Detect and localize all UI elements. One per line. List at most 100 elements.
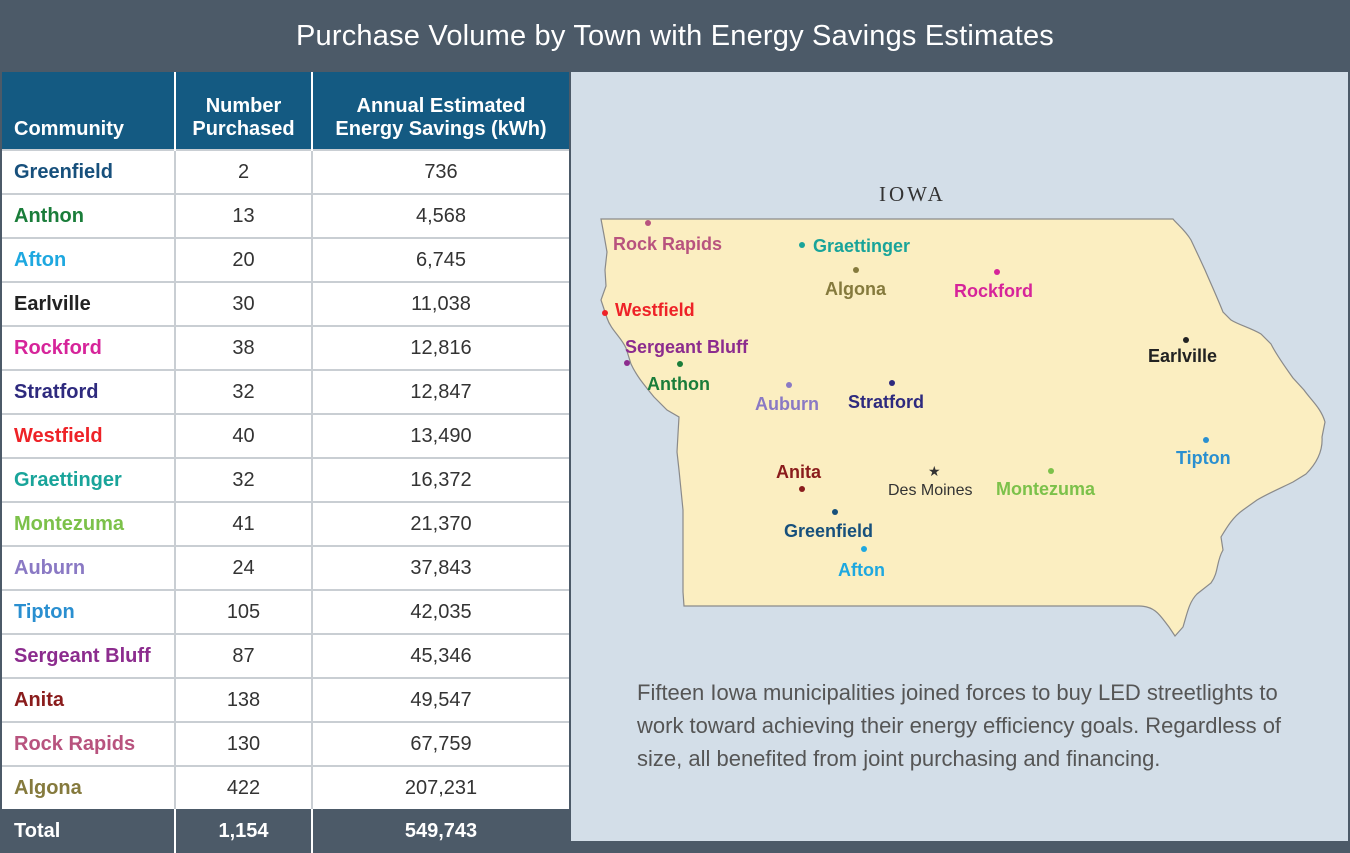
number-purchased-cell: 32 — [175, 457, 313, 502]
header-community: Community — [2, 72, 176, 150]
chart-title: Purchase Volume by Town with Energy Savi… — [0, 0, 1350, 72]
city-marker-icon — [1183, 337, 1189, 343]
table-row: Montezuma 41 21,370 — [2, 501, 569, 546]
state-label: IOWA — [879, 182, 946, 206]
energy-savings-cell: 207,231 — [312, 765, 569, 809]
city-label: Anthon — [647, 374, 710, 394]
total-savings: 549,743 — [312, 809, 569, 853]
iowa-map-panel: IOWA Greenfield Anthon Afton Earlville Rockf… — [571, 72, 1348, 841]
energy-savings-cell: 67,759 — [312, 721, 569, 766]
community-cell: Montezuma — [2, 501, 176, 546]
number-purchased-cell: 20 — [175, 237, 313, 282]
city-label: Stratford — [848, 392, 924, 412]
number-purchased-cell: 41 — [175, 501, 313, 546]
capital-star-icon: ★ — [928, 463, 941, 479]
number-purchased-cell: 24 — [175, 545, 313, 590]
city-label: Montezuma — [996, 479, 1095, 499]
table-row: Westfield 40 13,490 — [2, 413, 569, 458]
city-marker-icon — [786, 382, 792, 388]
city-label: Rock Rapids — [613, 234, 723, 254]
capital-label: Des Moines — [888, 482, 973, 499]
purchase-table: Community Number Purchased Annual Estima… — [2, 72, 569, 853]
city-label: Rockford — [954, 281, 1034, 301]
table-row: Auburn 24 37,843 — [2, 545, 569, 590]
city-marker-icon — [853, 267, 859, 273]
city-label: Tipton — [1176, 448, 1231, 468]
city-marker-icon — [994, 269, 1000, 275]
energy-savings-cell: 42,035 — [312, 589, 569, 634]
number-purchased-cell: 138 — [175, 677, 313, 722]
number-purchased-cell: 13 — [175, 193, 313, 238]
table-row: Tipton 105 42,035 — [2, 589, 569, 634]
city-marker-icon — [624, 360, 630, 366]
table-row: Stratford 32 12,847 — [2, 369, 569, 414]
table-row: Algona 422 207,231 — [2, 765, 569, 809]
table-body: Greenfield 2 736 Anthon 13 4,568 Afton 20 6,745 E… — [2, 149, 569, 809]
number-purchased-cell: 38 — [175, 325, 313, 370]
total-label: Total — [2, 809, 176, 853]
number-purchased-cell: 2 — [175, 149, 313, 194]
table-row: Sergeant Bluff 87 45,346 — [2, 633, 569, 678]
table-total-row: Total 1,154 549,743 — [2, 809, 569, 853]
energy-savings-cell: 49,547 — [312, 677, 569, 722]
number-purchased-cell: 422 — [175, 765, 313, 809]
community-cell: Anita — [2, 677, 176, 722]
map-caption: Fifteen Iowa municipalities joined force… — [637, 680, 1282, 771]
city-marker-icon — [861, 546, 867, 552]
header-number-line2: Purchased — [192, 118, 295, 140]
energy-savings-cell: 736 — [312, 149, 569, 194]
community-cell: Sergeant Bluff — [2, 633, 176, 678]
city-marker-icon — [799, 486, 805, 492]
community-cell: Greenfield — [2, 149, 176, 194]
city-label: Sergeant Bluff — [625, 337, 749, 357]
community-cell: Earlville — [2, 281, 176, 326]
community-cell: Rockford — [2, 325, 176, 370]
community-cell: Anthon — [2, 193, 176, 238]
energy-savings-cell: 11,038 — [312, 281, 569, 326]
city-label: Graettinger — [813, 236, 911, 256]
table-row: Rockford 38 12,816 — [2, 325, 569, 370]
energy-savings-cell: 16,372 — [312, 457, 569, 502]
iowa-map — [600, 218, 1326, 637]
table-row: Earlville 30 11,038 — [2, 281, 569, 326]
city-marker-icon — [677, 361, 683, 367]
header-number-line1: Number — [205, 95, 282, 117]
energy-savings-cell: 12,816 — [312, 325, 569, 370]
purchase-table-container: Community Number Purchased Annual Estima… — [2, 72, 569, 853]
energy-savings-cell: 6,745 — [312, 237, 569, 282]
city-label: Anita — [776, 462, 821, 482]
city-marker-icon — [602, 310, 608, 316]
community-cell: Afton — [2, 237, 176, 282]
community-cell: Stratford — [2, 369, 176, 414]
header-number-purchased: Number Purchased — [175, 72, 313, 150]
number-purchased-cell: 40 — [175, 413, 313, 458]
header-energy-savings: Annual Estimated Energy Savings (kWh) — [312, 72, 569, 150]
energy-savings-cell: 21,370 — [312, 501, 569, 546]
city-label: Greenfield — [784, 521, 874, 541]
city-label: Afton — [838, 560, 885, 580]
header-savings-line1: Annual Estimated — [356, 95, 526, 117]
city-label: Earlville — [1148, 346, 1218, 366]
city-marker-icon — [645, 220, 651, 226]
city-label: Algona — [825, 279, 886, 299]
table-row: Rock Rapids 130 67,759 — [2, 721, 569, 766]
community-cell: Tipton — [2, 589, 176, 634]
city-marker-icon — [1203, 437, 1209, 443]
city-label: Westfield — [615, 300, 695, 320]
community-cell: Westfield — [2, 413, 176, 458]
number-purchased-cell: 32 — [175, 369, 313, 414]
number-purchased-cell: 87 — [175, 633, 313, 678]
iowa-state-shape — [600, 218, 1326, 637]
table-row: Graettinger 32 16,372 — [2, 457, 569, 502]
community-cell: Auburn — [2, 545, 176, 590]
energy-savings-cell: 13,490 — [312, 413, 569, 458]
header-savings-line2: Energy Savings (kWh) — [335, 118, 547, 140]
energy-savings-cell: 37,843 — [312, 545, 569, 590]
total-number: 1,154 — [175, 809, 313, 853]
number-purchased-cell: 30 — [175, 281, 313, 326]
table-row: Anthon 13 4,568 — [2, 193, 569, 238]
number-purchased-cell: 105 — [175, 589, 313, 634]
energy-savings-cell: 45,346 — [312, 633, 569, 678]
city-marker-icon — [799, 242, 805, 248]
table-row: Greenfield 2 736 — [2, 149, 569, 194]
